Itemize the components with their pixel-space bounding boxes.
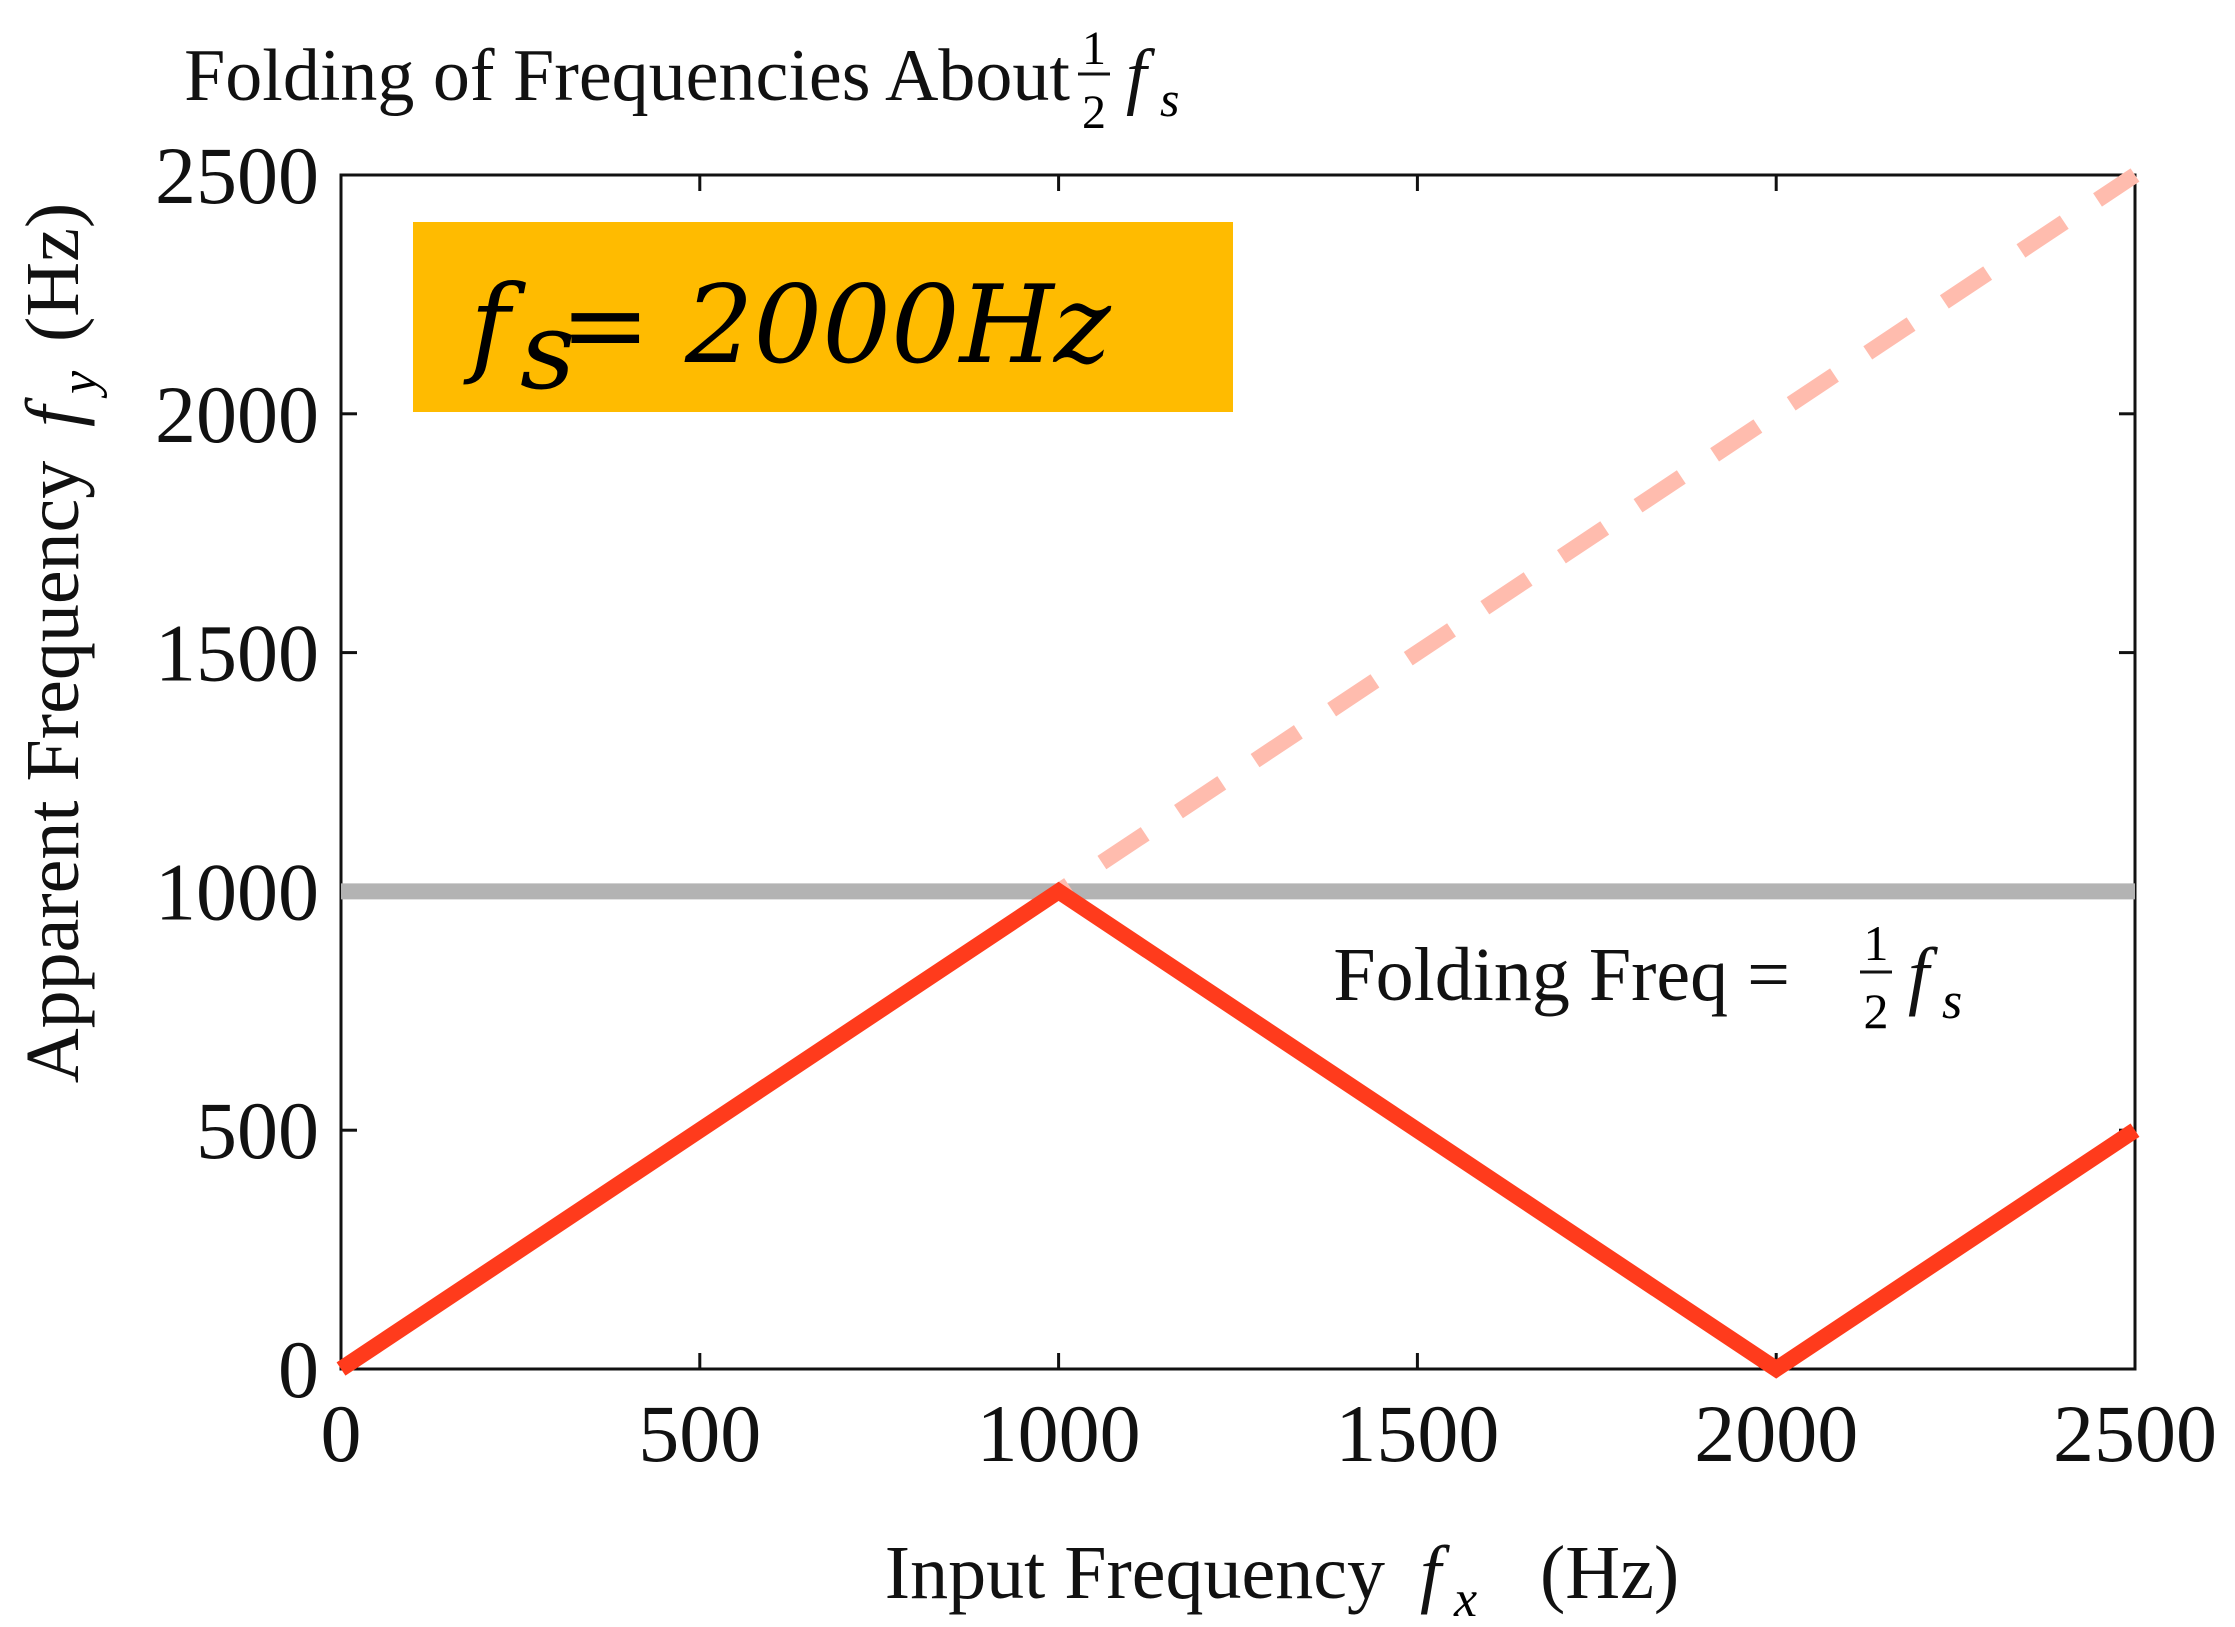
x-tick-label: 1000 <box>977 1388 1141 1479</box>
badge-subscript: s <box>520 289 575 414</box>
x-tick-label: 2000 <box>1694 1388 1858 1479</box>
x-tick-label: 500 <box>638 1388 761 1479</box>
badge-value: = 2000Hz <box>560 263 1112 388</box>
annotation-subscript: s <box>1942 973 1962 1030</box>
svg-text:2: 2 <box>1864 983 1889 1039</box>
x-tick-label: 1500 <box>1335 1388 1499 1479</box>
y-axis-variable: f <box>11 397 95 427</box>
sampling-frequency-badge <box>413 222 1233 412</box>
plot-frame <box>339 173 2137 1371</box>
y-tick-label: 500 <box>196 1085 319 1176</box>
title-variable: f <box>1126 35 1156 117</box>
annotation-variable: f <box>1908 933 1938 1017</box>
svg-text:2: 2 <box>1082 86 1106 139</box>
title-fraction: 1 2 <box>1078 22 1110 139</box>
chart-title: Folding of Frequencies About <box>184 35 1070 117</box>
apparent-frequency-line <box>336 881 2140 1379</box>
svg-text:1: 1 <box>1082 22 1106 75</box>
y-tick-label: 1000 <box>155 846 319 937</box>
y-axis-title: Apparent Frequency <box>11 461 95 1084</box>
y-tick-label: 2500 <box>155 130 319 221</box>
x-axis-variable: f <box>1420 1531 1450 1615</box>
x-axis-unit: (Hz) <box>1540 1531 1679 1615</box>
folding-freq-annotation: Folding Freq = <box>1333 933 1790 1017</box>
x-axis-title: Input Frequency <box>885 1531 1385 1615</box>
y-tick-label: 1500 <box>155 608 319 699</box>
annotation-fraction: 1 2 <box>1860 915 1892 1039</box>
y-axis-ticks: 0 500 1000 1500 2000 2500 <box>155 130 2135 1415</box>
y-tick-label: 2000 <box>155 369 319 460</box>
y-axis-unit: (Hz) <box>11 203 95 342</box>
x-axis-ticks: 0 500 1000 1500 2000 2500 <box>321 175 2217 1479</box>
svg-text:1: 1 <box>1864 915 1889 971</box>
title-subscript: s <box>1160 71 1179 127</box>
y-axis-subscript: y <box>51 370 108 399</box>
y-axis-title-group: Apparent Frequency f y (Hz) <box>11 203 108 1084</box>
unfolded-frequency-dashed-line <box>1054 168 2140 899</box>
x-tick-label: 2500 <box>2053 1388 2217 1479</box>
x-axis-subscript: x <box>1453 1571 1477 1627</box>
y-tick-label: 0 <box>278 1324 319 1415</box>
x-tick-label: 0 <box>321 1388 362 1479</box>
